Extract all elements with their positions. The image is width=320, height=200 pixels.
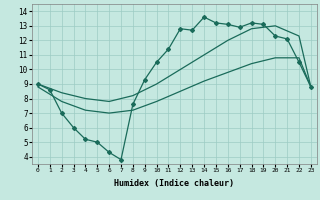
X-axis label: Humidex (Indice chaleur): Humidex (Indice chaleur) [115, 179, 234, 188]
